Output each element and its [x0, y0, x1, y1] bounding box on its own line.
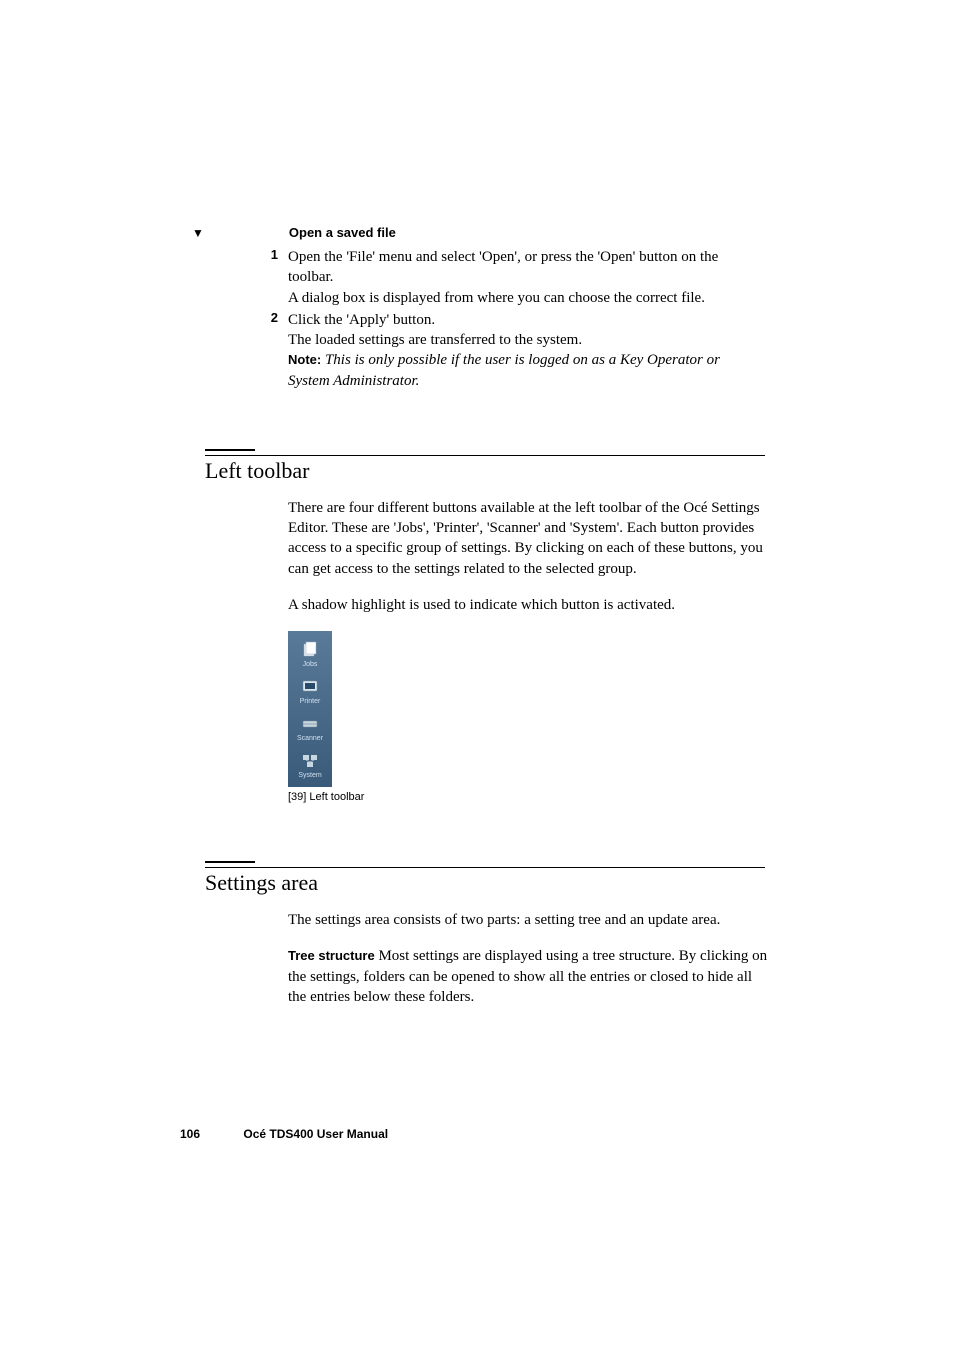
toolbar-printer-button: Printer — [288, 672, 332, 709]
toolbar-scanner-label: Scanner — [297, 735, 323, 742]
procedure-marker: ▼ — [192, 226, 204, 241]
step-body: Open the 'File' menu and select 'Open', … — [288, 247, 765, 308]
body-paragraph: The settings area consists of two parts:… — [288, 910, 768, 930]
toolbar-printer-label: Printer — [300, 698, 321, 705]
step-text-extra: The loaded settings are transferred to t… — [288, 332, 582, 348]
body-paragraph: A shadow highlight is used to indicate w… — [288, 595, 768, 615]
toolbar-scanner-button: Scanner — [288, 709, 332, 746]
toolbar-system-label: System — [298, 772, 321, 779]
jobs-icon — [300, 641, 320, 659]
step-number: 1 — [252, 247, 278, 308]
step-text: Click the 'Apply' button. — [288, 312, 435, 328]
toolbar-system-button: System — [288, 746, 332, 783]
body-paragraph: Tree structure Most settings are display… — [288, 946, 768, 1007]
section-rule — [205, 449, 255, 451]
page-footer: 106 Océ TDS400 User Manual — [180, 1127, 388, 1141]
step-text-extra: A dialog box is displayed from where you… — [288, 290, 705, 306]
toolbar-image: Jobs Printer Scanner System — [288, 631, 332, 787]
scanner-icon — [300, 715, 320, 733]
step-text: Open the 'File' menu and select 'Open', … — [288, 249, 718, 285]
note-text: This is only possible if the user is log… — [288, 352, 720, 388]
section-rule — [205, 861, 255, 863]
toolbar-jobs-button: Jobs — [288, 635, 332, 672]
step-body: Click the 'Apply' button. The loaded set… — [288, 310, 765, 391]
body-paragraph: There are four different buttons availab… — [288, 498, 768, 579]
procedure-header: ▼ Open a saved file — [205, 225, 765, 241]
toolbar-jobs-label: Jobs — [303, 661, 318, 668]
step-2: 2 Click the 'Apply' button. The loaded s… — [252, 310, 765, 391]
footer-title: Océ TDS400 User Manual — [243, 1127, 388, 1141]
figure-caption: [39] Left toolbar — [288, 791, 765, 803]
procedure-title: Open a saved file — [289, 225, 396, 240]
procedure-steps: 1 Open the 'File' menu and select 'Open'… — [252, 247, 765, 391]
system-icon — [300, 752, 320, 770]
step-number: 2 — [252, 310, 278, 391]
note-label: Note: — [288, 352, 321, 367]
left-toolbar-figure: Jobs Printer Scanner System [39] Left to… — [288, 631, 765, 803]
page-number: 106 — [180, 1127, 200, 1141]
section-heading-left-toolbar: Left toolbar — [205, 455, 765, 484]
step-1: 1 Open the 'File' menu and select 'Open'… — [252, 247, 765, 308]
printer-icon — [300, 678, 320, 696]
run-in-heading: Tree structure — [288, 948, 375, 963]
section-heading-settings-area: Settings area — [205, 867, 765, 896]
